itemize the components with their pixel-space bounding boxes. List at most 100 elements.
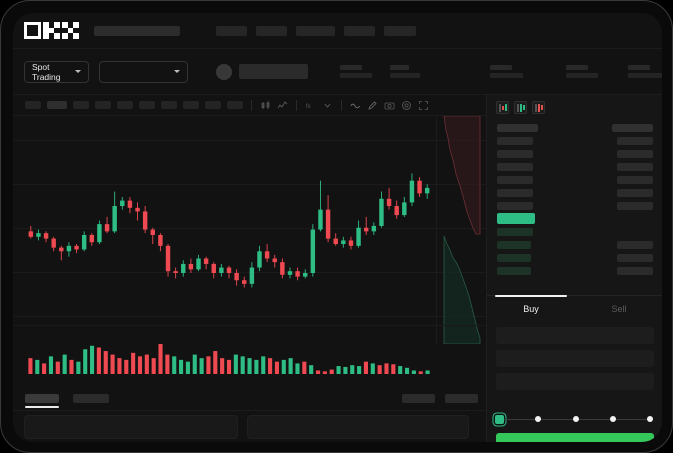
orderbook-price: [497, 227, 533, 236]
wave-icon[interactable]: [350, 100, 361, 111]
stat-turnover-value: [628, 73, 662, 78]
interval-button-9[interactable]: [205, 101, 221, 109]
table-row[interactable]: [497, 225, 653, 238]
settings-icon[interactable]: [401, 100, 412, 111]
top-navigation-bar: [13, 13, 662, 49]
chevron-down-icon: [174, 70, 181, 73]
table-row[interactable]: [497, 173, 653, 186]
orderbook-price: [497, 188, 533, 197]
table-row[interactable]: [497, 251, 653, 264]
stepper-step-4[interactable]: [609, 416, 616, 422]
table-row[interactable]: [497, 147, 653, 160]
camera-icon[interactable]: [384, 100, 395, 111]
okx-logo-k-icon: [43, 22, 60, 39]
stat-change: [340, 65, 372, 78]
orderbook-price: [497, 253, 531, 262]
interval-button-10[interactable]: [227, 101, 243, 109]
orders-action-1[interactable]: [402, 394, 435, 403]
stepper-step-2[interactable]: [535, 416, 542, 422]
interval-button-6[interactable]: [139, 101, 155, 109]
orderbook-amount: [617, 240, 653, 249]
interval-button-2[interactable]: [47, 101, 67, 109]
nav-item-1[interactable]: [216, 25, 247, 36]
table-row[interactable]: [497, 238, 653, 251]
trading-pair-select[interactable]: [98, 60, 189, 83]
nav-item-3[interactable]: [296, 25, 335, 36]
stepper-step-3[interactable]: [572, 416, 579, 422]
svg-text:fx: fx: [306, 104, 311, 110]
table-row[interactable]: [497, 160, 653, 173]
asks-depth-icon[interactable]: [532, 101, 545, 114]
price-chart[interactable]: [13, 116, 486, 325]
bids-depth-icon[interactable]: [514, 101, 527, 114]
bottom-panel-left[interactable]: [24, 415, 238, 439]
chart-gridline: [13, 272, 486, 273]
tab-sell[interactable]: Sell: [575, 296, 662, 321]
indicator-icon[interactable]: fx: [305, 100, 316, 111]
chevron-down-icon[interactable]: [322, 100, 333, 111]
tab-buy[interactable]: Buy: [487, 295, 575, 321]
orderbook-price: [497, 149, 533, 158]
table-row[interactable]: [497, 199, 653, 212]
order-price-input[interactable]: [496, 327, 654, 344]
orders-action-2[interactable]: [445, 394, 478, 403]
bottom-panels: [13, 411, 486, 442]
orderbook-spread-row[interactable]: [497, 212, 653, 225]
fullscreen-icon[interactable]: [418, 100, 429, 111]
interval-button-3[interactable]: [73, 101, 89, 109]
market-subheader: Spot Trading: [13, 49, 662, 95]
candle-chart-icon[interactable]: [260, 100, 271, 111]
tab-order-history[interactable]: [73, 394, 109, 403]
interval-button-7[interactable]: [161, 101, 177, 109]
orderbook-amount: [617, 149, 653, 158]
orderbook-amount: [617, 201, 653, 210]
stat-low-label: [490, 65, 512, 70]
orderbook-price: [497, 266, 531, 275]
global-search-input[interactable]: [94, 25, 180, 36]
table-row[interactable]: [497, 186, 653, 199]
okx-logo-x-icon: [62, 22, 79, 39]
onboarding-stepper: [486, 411, 662, 427]
orderbook-price: [497, 136, 533, 145]
orderbook-rows[interactable]: [487, 121, 662, 296]
nav-item-2[interactable]: [256, 25, 287, 36]
stepper-connector: [541, 418, 573, 420]
interval-button-1[interactable]: [25, 101, 41, 109]
okx-logo[interactable]: [24, 22, 79, 39]
interval-button-4[interactable]: [95, 101, 111, 109]
bottom-panel-right[interactable]: [247, 415, 469, 439]
orderbook-price: [497, 201, 533, 210]
stat-change-value: [340, 73, 372, 78]
chart-gridline: [13, 228, 486, 229]
order-amount-input[interactable]: [496, 350, 654, 367]
toolbar-divider: [251, 99, 252, 111]
orderbook-view-toggles: [487, 95, 662, 114]
stepper-connector: [504, 418, 536, 420]
nav-item-5[interactable]: [384, 25, 416, 36]
pencil-icon[interactable]: [367, 100, 378, 111]
stepper-step-5[interactable]: [647, 416, 653, 422]
stepper-connector: [578, 418, 610, 420]
last-price-display: [239, 64, 308, 79]
order-total-input[interactable]: [496, 373, 654, 390]
stat-low-value: [490, 73, 523, 78]
tab-open-orders-label: [25, 394, 59, 403]
interval-button-8[interactable]: [183, 101, 199, 109]
table-row[interactable]: [497, 134, 653, 147]
market-type-select[interactable]: Spot Trading: [24, 60, 89, 83]
nav-item-4[interactable]: [344, 25, 375, 36]
market-type-label: Spot Trading: [32, 61, 61, 82]
primary-cta-button[interactable]: [496, 433, 654, 442]
toolbar-divider: [341, 99, 342, 111]
line-chart-icon[interactable]: [277, 100, 288, 111]
tab-open-orders[interactable]: [25, 394, 59, 408]
stat-change-label: [340, 65, 362, 70]
stepper-step-1[interactable]: [495, 414, 504, 424]
orderbook-amount-header: [612, 123, 653, 132]
table-row[interactable]: [497, 264, 653, 277]
stat-low: [490, 65, 523, 78]
interval-button-5[interactable]: [117, 101, 133, 109]
stat-high: [390, 65, 420, 78]
both-depth-icon[interactable]: [496, 101, 509, 114]
